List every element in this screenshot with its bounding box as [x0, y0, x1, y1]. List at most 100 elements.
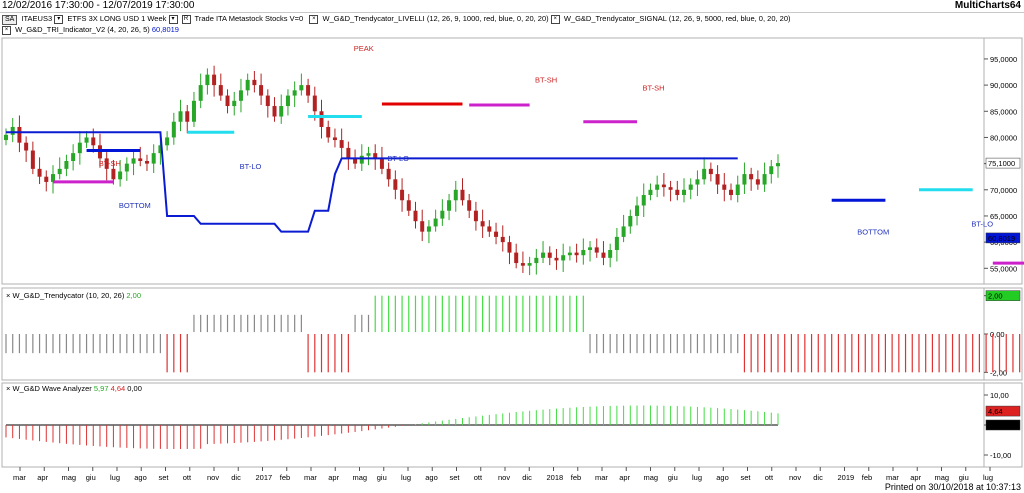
print-footer: Printed on 30/10/2018 at 10:37:13 — [884, 482, 1021, 492]
candle — [111, 168, 116, 180]
y-tick-label: 80,0000 — [990, 133, 1017, 142]
tri-value-tag-box — [985, 232, 1021, 244]
candle — [413, 210, 418, 222]
candle — [661, 184, 666, 188]
candle — [185, 111, 190, 122]
y-tick-label: -2,00 — [990, 368, 1007, 377]
x-tick-label: mag — [644, 473, 659, 482]
symbol-label: ITAEUS3 — [21, 14, 53, 23]
candle — [379, 158, 384, 169]
candle — [299, 85, 304, 91]
date-range: 12/02/2016 17:30:00 - 12/07/2019 17:30:0… — [2, 0, 195, 11]
indicator-2-params: (12, 26, 9, 5000, red, blue, 0, 20, 20) — [668, 14, 791, 23]
y-tick-label: 10,00 — [990, 391, 1009, 400]
candle — [138, 158, 143, 161]
candle — [386, 168, 391, 180]
dropdown-icon[interactable]: ▾ — [54, 14, 64, 24]
candle — [500, 236, 505, 243]
candle — [641, 195, 646, 206]
x-tick-label: giu — [959, 473, 969, 482]
x-tick-label: lug — [692, 473, 702, 482]
x-tick-label: apr — [910, 473, 921, 482]
candle — [245, 79, 250, 91]
candle — [104, 158, 109, 169]
x-tick-label: giu — [668, 473, 678, 482]
close-icon[interactable]: × — [309, 14, 319, 24]
candle — [447, 200, 452, 211]
y-tick-label: 70,0000 — [990, 186, 1017, 195]
candle — [688, 184, 693, 190]
trendycator-panel — [1, 287, 1023, 381]
candle — [682, 189, 687, 196]
trend-value-tag-box — [985, 290, 1021, 301]
signal-label: BT-SH — [535, 75, 557, 84]
candle — [131, 158, 136, 164]
candle — [574, 252, 579, 256]
wave-zero-tag-box — [985, 419, 1021, 431]
x-tick-label: ago — [134, 473, 147, 482]
candle — [695, 179, 700, 185]
candle — [259, 85, 264, 96]
candle — [285, 95, 290, 107]
candle — [400, 189, 405, 201]
candle — [755, 179, 760, 185]
x-tick-label: giu — [86, 473, 96, 482]
legend-row-1: SA ITAEUS3 ▾ ETFS 3X LONG USD 1 Week ▾ R… — [2, 14, 791, 25]
trendycator-legend: × W_G&D_Trendycator (10, 20, 26) 2,00 — [6, 291, 141, 300]
candle — [326, 126, 331, 138]
x-tick-label: mar — [304, 473, 317, 482]
candle — [467, 200, 472, 211]
candle — [708, 168, 713, 175]
candle — [507, 242, 512, 253]
price-panel — [1, 37, 1023, 285]
wave-value-tag: 4,64 — [988, 407, 1003, 416]
candle — [460, 189, 465, 201]
x-tick-label: mar — [886, 473, 899, 482]
candle — [776, 163, 780, 167]
candle — [265, 95, 270, 107]
candle — [158, 145, 163, 154]
indicator-1-name: W_G&D_Trendycator_LIVELLI — [322, 14, 425, 23]
candle — [594, 247, 599, 253]
candle — [191, 100, 196, 122]
trend-value-tag: 2,00 — [988, 292, 1003, 301]
sa-chip[interactable]: SA — [2, 15, 18, 25]
x-tick-label: nov — [207, 473, 219, 482]
candle — [769, 166, 774, 175]
indicator-2-name: W_G&D_Trendycator_SIGNAL — [563, 14, 667, 23]
x-tick-label: feb — [280, 473, 290, 482]
candle — [608, 249, 613, 258]
y-tick-label: 85,0000 — [990, 107, 1017, 116]
x-tick-label: ago — [425, 473, 438, 482]
candle — [171, 121, 176, 138]
x-tick-label: set — [741, 473, 752, 482]
candle — [648, 189, 653, 196]
candle — [165, 137, 170, 146]
x-tick-label: lug — [401, 473, 411, 482]
x-tick-label: ott — [765, 473, 774, 482]
candle — [628, 215, 633, 227]
candle — [433, 218, 438, 227]
x-tick-label: nov — [498, 473, 510, 482]
x-tick-label: dic — [522, 473, 532, 482]
close-icon[interactable]: × — [2, 25, 11, 35]
x-tick-label: ott — [474, 473, 483, 482]
x-tick-label: apr — [37, 473, 48, 482]
close-icon[interactable]: × — [550, 14, 560, 24]
dropdown-icon[interactable]: ▾ — [168, 14, 178, 24]
candle — [359, 155, 364, 164]
candle — [292, 90, 297, 96]
trendycator-value: 2,00 — [126, 291, 141, 300]
wave-value-2: 4,64 — [111, 384, 128, 393]
x-tick-label: mag — [62, 473, 77, 482]
market-label: Trade ITA Metastock Stocks V=0 — [194, 14, 304, 23]
x-tick-label: apr — [328, 473, 339, 482]
candle — [480, 221, 485, 227]
resolution-icon[interactable]: R — [181, 14, 191, 24]
candle — [178, 111, 183, 122]
wave-panel — [1, 382, 1023, 468]
candle — [561, 255, 566, 261]
candle — [118, 171, 123, 180]
candle — [225, 95, 230, 107]
